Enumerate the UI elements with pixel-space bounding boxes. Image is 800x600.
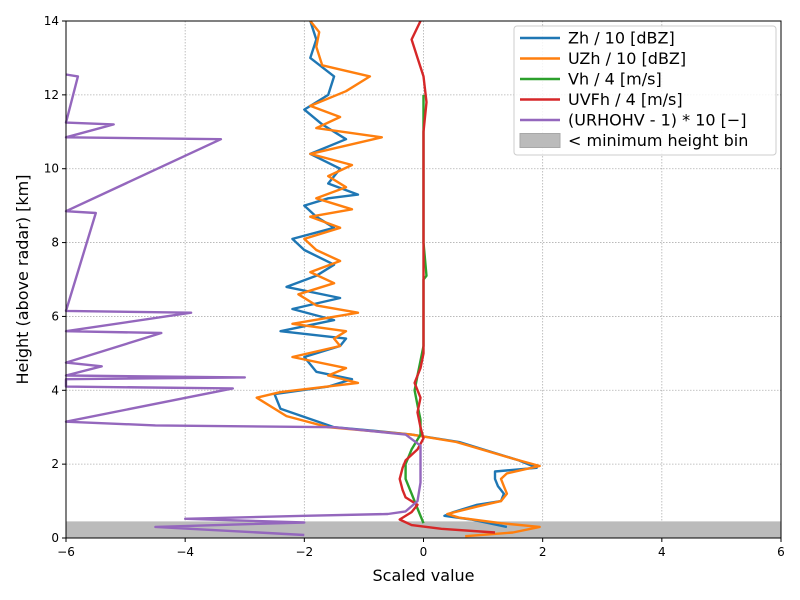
y-axis-label: Height (above radar) [km] (13, 175, 32, 385)
legend-label: UZh / 10 [dBZ] (568, 49, 686, 68)
series-line-1 (255, 20, 541, 538)
y-tick-label: 12 (44, 88, 59, 102)
series-layer (64, 20, 541, 538)
x-tick-label: −6 (57, 545, 75, 559)
y-tick-label: 4 (51, 383, 59, 397)
x-axis-label: Scaled value (373, 566, 475, 585)
legend-label: (URHOHV - 1) * 10 [−] (568, 111, 747, 130)
y-tick-label: 6 (51, 309, 59, 323)
x-tick-label: 4 (658, 545, 666, 559)
x-tick-label: 2 (539, 545, 547, 559)
x-tick-label: 6 (777, 545, 785, 559)
y-tick-label: 8 (51, 236, 59, 250)
legend-label: Zh / 10 [dBZ] (568, 29, 675, 48)
y-tick-label: 2 (51, 457, 59, 471)
y-tick-label: 0 (51, 531, 59, 545)
legend-swatch (519, 133, 561, 148)
x-tick-label: 0 (420, 545, 428, 559)
legend-box (513, 25, 777, 156)
legend-label: Vh / 4 [m/s] (568, 70, 662, 89)
x-tick-label: −2 (295, 545, 313, 559)
y-tick-label: 14 (44, 14, 59, 28)
shaded-band-layer (66, 521, 781, 538)
legend-label: UVFh / 4 [m/s] (568, 90, 683, 109)
axis-ticks: −6 −4 −2 0 2 4 6 0 2 4 6 8 10 12 14 (44, 14, 785, 559)
y-tick-label: 10 (44, 162, 59, 176)
legend-label: < minimum height bin (568, 131, 748, 150)
x-tick-label: −4 (176, 545, 194, 559)
series-line-3 (398, 20, 496, 534)
min-height-band (66, 521, 781, 538)
series-line-4 (64, 73, 422, 537)
legend: Zh / 10 [dBZ]UZh / 10 [dBZ] Vh / 4 [m/s]U… (513, 25, 777, 156)
